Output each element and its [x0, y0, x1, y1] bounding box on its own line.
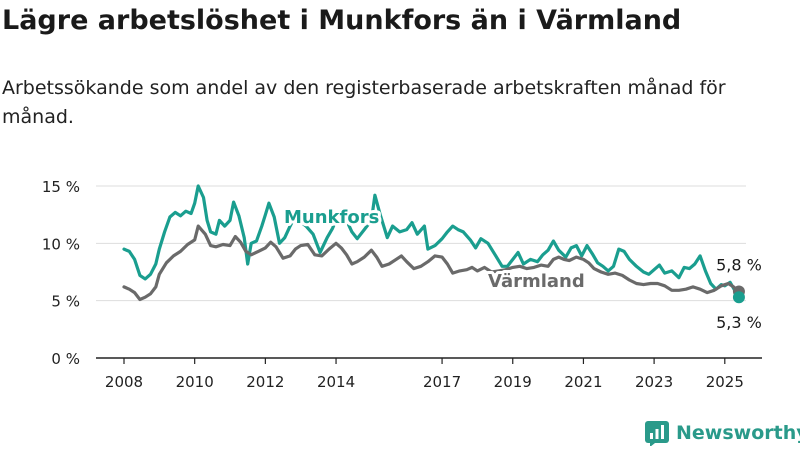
y-tick-label: 10 % [42, 235, 80, 253]
x-tick-label: 2025 [706, 373, 744, 391]
series-name-label: Munkfors [284, 207, 379, 228]
newsworthy-logo-icon [645, 421, 669, 446]
series-lines [122, 184, 745, 304]
series-line-munkfors [122, 184, 741, 299]
y-tick-label: 15 % [42, 178, 80, 196]
x-tick-label: 2008 [105, 373, 143, 391]
x-tick-label: 2010 [176, 373, 214, 391]
axes: 0 % 5 % 10 % 15 % 2008 2010 2012 2014 2017 2019 20… [42, 178, 762, 391]
x-tick-label: 2023 [635, 373, 673, 391]
chart-title: Lägre arbetslöshet i Munkfors än i Värml… [2, 5, 682, 36]
x-tick-label: 2014 [317, 373, 355, 391]
y-tick-label: 0 % [51, 350, 80, 368]
gridlines [96, 185, 746, 302]
x-tick-label: 2019 [494, 373, 532, 391]
series-labels: 5,8 % 5,3 % Munkfors Värmland [281, 204, 762, 332]
x-tick-label: 2021 [564, 373, 602, 391]
end-value-label: 5,3 % [716, 313, 762, 332]
x-tick-label: 2017 [423, 373, 461, 391]
brand-name: Newsworthy [676, 422, 800, 444]
x-tick-label: 2012 [246, 373, 284, 391]
end-value-label: 5,8 % [716, 255, 762, 274]
end-point-munkfors [732, 291, 745, 304]
brand-logo: Newsworthy [644, 418, 800, 448]
y-tick-label: 5 % [51, 293, 80, 311]
chart-subtitle: Arbetssökande som andel av den registerb… [2, 77, 726, 128]
series-name-label: Värmland [488, 271, 585, 292]
series-line-varmland [122, 224, 741, 302]
